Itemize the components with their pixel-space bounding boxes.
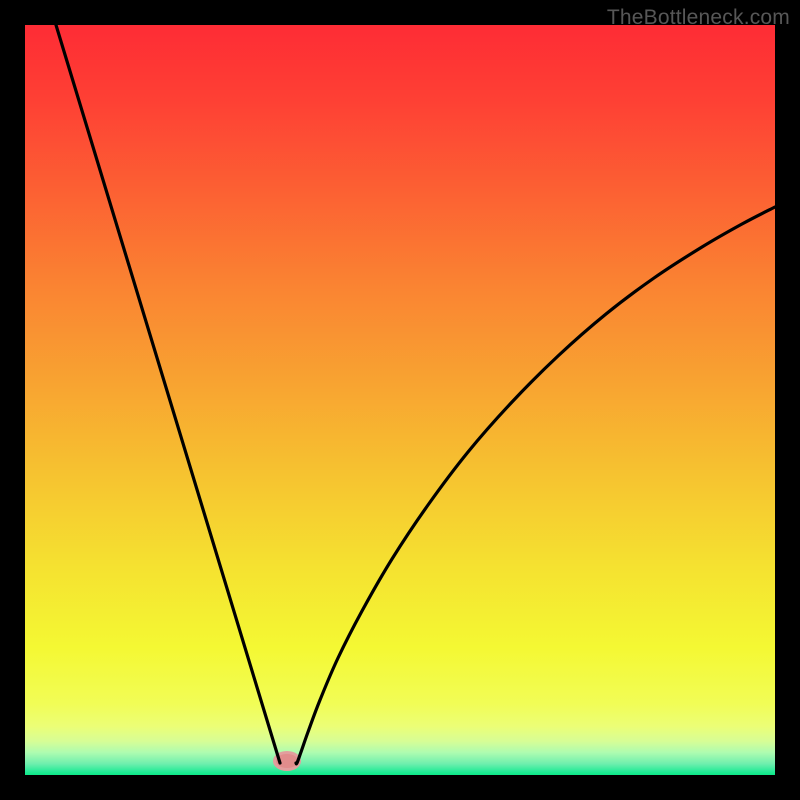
chart-background: [25, 25, 775, 775]
watermark-text: TheBottleneck.com: [607, 6, 790, 30]
bottleneck-chart: [0, 0, 800, 800]
chart-container: TheBottleneck.com: [0, 0, 800, 800]
